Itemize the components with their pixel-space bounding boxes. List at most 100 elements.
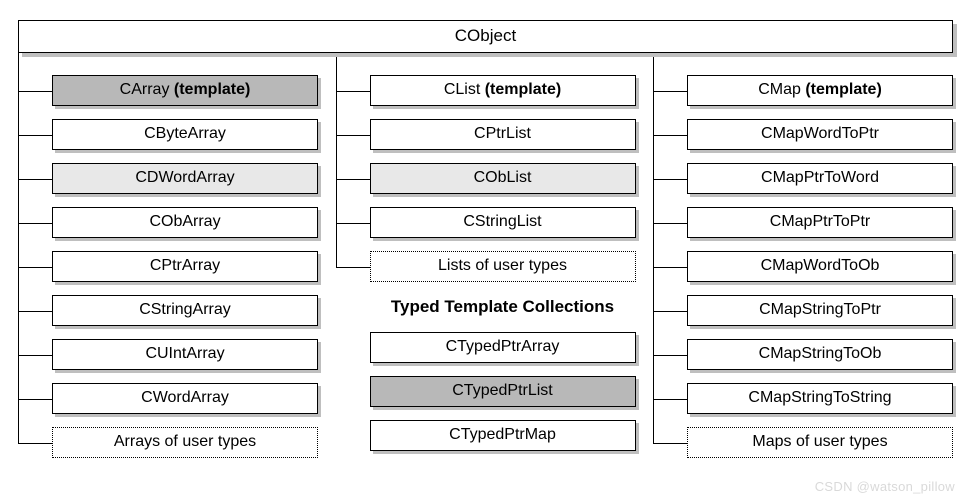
- class-box: CUIntArray: [52, 339, 318, 370]
- class-box: CStringArray: [52, 295, 318, 326]
- template-suffix: (template): [805, 81, 881, 98]
- class-box: CByteArray: [52, 119, 318, 150]
- class-label: CMapStringToPtr: [759, 301, 881, 318]
- class-box: CMapStringToPtr: [687, 295, 953, 326]
- class-label: CMapWordToPtr: [761, 125, 879, 142]
- class-box: CDWordArray: [52, 163, 318, 194]
- class-box: CObList: [370, 163, 636, 194]
- column-items: CArray (template) CByteArray CDWordArray CO…: [18, 75, 318, 458]
- columns-container: CArray (template) CByteArray CDWordArray CO…: [18, 75, 953, 458]
- class-node: CWordArray: [52, 383, 318, 414]
- note-label: Arrays of user types: [114, 433, 256, 450]
- category-note: Lists of user types: [370, 251, 636, 282]
- hierarchy-row: CMapStringToString: [653, 383, 953, 414]
- hierarchy-row: CMapWordToPtr: [653, 119, 953, 150]
- class-box: CMapWordToPtr: [687, 119, 953, 150]
- class-node: CStringArray: [52, 295, 318, 326]
- hierarchy-row: CObArray: [18, 207, 318, 238]
- class-node: CMapPtrToWord: [687, 163, 953, 194]
- class-node: CObArray: [52, 207, 318, 238]
- template-suffix: (template): [485, 81, 561, 98]
- connector-tick: [653, 355, 687, 356]
- connector-tick: [18, 267, 52, 268]
- class-label: CObList: [474, 169, 532, 186]
- category-note: Maps of user types: [687, 427, 953, 458]
- class-label: CPtrArray: [150, 257, 220, 274]
- hierarchy-row: CTypedPtrArray: [336, 332, 636, 363]
- class-box: CTypedPtrList: [370, 376, 636, 407]
- hierarchy-row: CMapPtrToPtr: [653, 207, 953, 238]
- connector-tick: [336, 179, 370, 180]
- class-label: CObArray: [149, 213, 220, 230]
- connector-tick: [18, 399, 52, 400]
- hierarchy-row: CWordArray: [18, 383, 318, 414]
- class-node: CMapWordToOb: [687, 251, 953, 282]
- class-label: CArray: [120, 81, 174, 98]
- hierarchy-row: Arrays of user types: [18, 427, 318, 458]
- watermark-text: CSDN @watson_pillow: [815, 479, 955, 494]
- class-label: CMapStringToOb: [759, 345, 882, 362]
- hierarchy-row: CStringList: [336, 207, 636, 238]
- hierarchy-row: CStringArray: [18, 295, 318, 326]
- connector-tick: [336, 267, 370, 268]
- root-box: CObject: [18, 20, 953, 53]
- class-label: CPtrList: [474, 125, 531, 142]
- hierarchy-row: CPtrArray: [18, 251, 318, 282]
- class-node: CStringList: [370, 207, 636, 238]
- note-box: Lists of user types: [370, 251, 636, 282]
- connector-tick: [653, 399, 687, 400]
- class-label: CMapPtrToPtr: [770, 213, 870, 230]
- class-label: CStringList: [463, 213, 541, 230]
- class-node: CMapStringToPtr: [687, 295, 953, 326]
- class-hierarchy-diagram: CObject CArray (template) CByteArray CDWor…: [18, 20, 953, 458]
- class-node: CPtrList: [370, 119, 636, 150]
- hierarchy-row: CArray (template): [18, 75, 318, 106]
- class-box: CList (template): [370, 75, 636, 106]
- class-box: CObArray: [52, 207, 318, 238]
- hierarchy-row: CDWordArray: [18, 163, 318, 194]
- class-label: CMapPtrToWord: [761, 169, 879, 186]
- connector-tick: [653, 311, 687, 312]
- class-label: CUIntArray: [145, 345, 224, 362]
- class-box: CPtrList: [370, 119, 636, 150]
- connector-tick: [18, 355, 52, 356]
- connector-tick: [653, 91, 687, 92]
- connector-tick: [653, 135, 687, 136]
- class-label: CMapStringToString: [748, 389, 891, 406]
- class-node: CList (template): [370, 75, 636, 106]
- class-node: CMapStringToOb: [687, 339, 953, 370]
- note-box: Maps of user types: [687, 427, 953, 458]
- hierarchy-row: CTypedPtrMap: [336, 420, 636, 451]
- class-box: CMapWordToOb: [687, 251, 953, 282]
- hierarchy-row: CMapStringToPtr: [653, 295, 953, 326]
- class-box: CMapStringToString: [687, 383, 953, 414]
- class-label: CMap: [758, 81, 805, 98]
- class-node: CObList: [370, 163, 636, 194]
- connector-tick: [18, 443, 52, 444]
- class-box: CPtrArray: [52, 251, 318, 282]
- class-label: CWordArray: [141, 389, 229, 406]
- hierarchy-row: CList (template): [336, 75, 636, 106]
- class-box: CTypedPtrMap: [370, 420, 636, 451]
- connector-tick: [653, 179, 687, 180]
- connector-tick: [18, 179, 52, 180]
- hierarchy-row: CMapStringToOb: [653, 339, 953, 370]
- class-box: CTypedPtrArray: [370, 332, 636, 363]
- hierarchy-row: CTypedPtrList: [336, 376, 636, 407]
- class-label: CTypedPtrMap: [449, 426, 556, 443]
- root-node: CObject: [18, 20, 953, 53]
- connector-tick: [18, 91, 52, 92]
- hierarchy-row: Maps of user types: [653, 427, 953, 458]
- class-label: CTypedPtrArray: [446, 338, 560, 355]
- connector-tick: [18, 223, 52, 224]
- class-node: CByteArray: [52, 119, 318, 150]
- class-box: CMap (template): [687, 75, 953, 106]
- column-lists: CList (template) CPtrList CObList CStringLi…: [336, 75, 636, 458]
- note-label: Lists of user types: [438, 257, 567, 274]
- section-heading: Typed Template Collections: [370, 295, 636, 319]
- class-box: CWordArray: [52, 383, 318, 414]
- class-node: CPtrArray: [52, 251, 318, 282]
- hierarchy-row: CMap (template): [653, 75, 953, 106]
- class-node: CTypedPtrArray: [370, 332, 636, 363]
- root-label: CObject: [455, 26, 516, 45]
